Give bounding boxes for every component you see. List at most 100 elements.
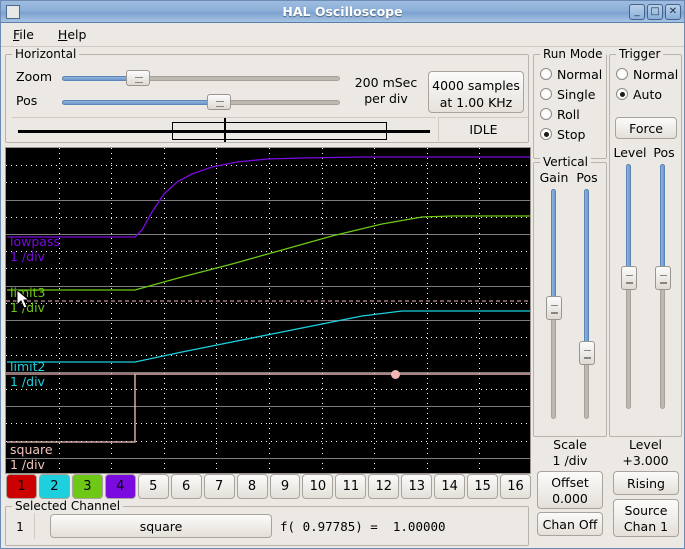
horizontal-panel: Horizontal Zoom Pos 200 mSec per div 400… (5, 47, 529, 143)
grid-hline (6, 337, 530, 338)
trigger-option-normal[interactable]: Normal (610, 64, 681, 84)
tpos-fill (660, 164, 665, 278)
offset-button[interactable]: Offset 0.000 (537, 471, 603, 509)
run-mode-option-normal[interactable]: Normal (534, 64, 606, 84)
tlevel-thumb[interactable] (621, 265, 637, 290)
zoom-slider[interactable] (62, 69, 340, 87)
trace-label-name: limit2 (10, 359, 46, 374)
channel-button-label: 1 (17, 479, 26, 494)
position-bar-viewport[interactable] (172, 122, 387, 140)
channel-button-15[interactable]: 15 (467, 474, 499, 499)
trigger-panel: Trigger Normal Auto Force Level Pos (609, 47, 682, 437)
zoom-row: Zoom (16, 69, 60, 84)
vertical-scale-readout: Scale 1 /div (533, 437, 607, 469)
tpos-thumb[interactable] (655, 265, 671, 290)
trigger-source-line2: Chan 1 (623, 519, 669, 534)
channel-button-8[interactable]: 8 (236, 474, 268, 499)
selected-channel-panel: Selected Channel 1 square f( 0.97785) = … (5, 499, 529, 546)
channel-button-label: 11 (342, 479, 360, 494)
trigger-level-title: Level (629, 437, 662, 452)
channel-button-label: 10 (309, 479, 327, 494)
trace-label-units: 1 /div (10, 249, 45, 264)
channel-button-label: 3 (83, 479, 92, 494)
menu-help-rest: elp (67, 27, 87, 42)
channel-button-label: 4 (116, 479, 125, 494)
run-mode-label-normal: Normal (557, 66, 603, 82)
trigger-source-button[interactable]: Source Chan 1 (613, 499, 679, 537)
value-expression-readout: f( 0.97785) = 1.00000 (280, 519, 446, 534)
trigger-pos-slider[interactable] (654, 164, 672, 409)
radio-icon[interactable] (540, 128, 552, 140)
close-button[interactable]: ✕ (665, 3, 681, 20)
maximize-button[interactable]: □ (647, 3, 663, 20)
hpos-slider-thumb[interactable] (206, 94, 231, 110)
selected-channel-index: 1 (16, 519, 24, 534)
grid-hline (6, 441, 530, 442)
radio-icon[interactable] (616, 68, 628, 80)
zoom-slider-thumb[interactable] (125, 70, 150, 86)
channel-button-1[interactable]: 1 (6, 474, 37, 499)
grid-hline (6, 165, 530, 166)
trace-label-limit3[interactable]: limit3 1 /div (10, 285, 45, 315)
channel-button-7[interactable]: 7 (203, 474, 235, 499)
window-icon (6, 4, 20, 19)
channel-button-9[interactable]: 9 (269, 474, 301, 499)
channel-button-5[interactable]: 5 (137, 474, 169, 499)
vertical-panel: Vertical Gain Pos (533, 155, 607, 437)
grid-vline (59, 148, 60, 473)
trace-label-units: 1 /div (10, 457, 45, 472)
vertical-gain-caption: Gain (539, 170, 569, 185)
minimize-button[interactable]: _ (629, 3, 645, 20)
grid-hline (6, 423, 530, 424)
vertical-pos-slider[interactable] (578, 189, 596, 419)
channel-button-10[interactable]: 10 (302, 474, 334, 499)
channel-button-16[interactable]: 16 (500, 474, 531, 499)
selected-signal-button[interactable]: square (50, 514, 272, 538)
trigger-option-auto[interactable]: Auto (610, 84, 681, 104)
samples-line2: at 1.00 KHz (439, 95, 513, 110)
radio-icon[interactable] (540, 108, 552, 120)
radio-icon[interactable] (540, 68, 552, 80)
channel-button-12[interactable]: 12 (368, 474, 400, 499)
channel-button-3[interactable]: 3 (71, 474, 103, 499)
horizontal-pos-slider[interactable] (62, 93, 340, 111)
grid-hline (6, 268, 530, 269)
channel-button-6[interactable]: 6 (170, 474, 202, 499)
channel-button-label: 14 (441, 479, 458, 494)
trace-label-lowpass[interactable]: lowpass 1 /div (10, 234, 60, 264)
run-mode-option-stop[interactable]: Stop (534, 124, 606, 144)
trigger-level-value: +3.000 (622, 453, 669, 468)
grid-vline (374, 148, 375, 473)
vgain-thumb[interactable] (546, 296, 562, 321)
channel-button-4[interactable]: 4 (104, 474, 136, 499)
chan-off-button[interactable]: Chan Off (537, 512, 603, 536)
channel-button-11[interactable]: 11 (335, 474, 367, 499)
channel-button-13[interactable]: 13 (401, 474, 433, 499)
grid-band-separator (6, 286, 530, 287)
trigger-marker-dot[interactable] (391, 370, 400, 379)
vertical-gain-slider[interactable] (545, 189, 563, 419)
channel-button-row: 1 2 3 4 5 6 7 8 9 10 11 12 13 14 15 16 (6, 474, 531, 501)
trace-label-name: square (10, 442, 53, 457)
radio-icon[interactable] (540, 88, 552, 100)
vpos-thumb[interactable] (579, 341, 595, 366)
trace-label-limit2[interactable]: limit2 1 /div (10, 359, 45, 389)
radio-icon[interactable] (616, 88, 628, 100)
run-mode-option-roll[interactable]: Roll (534, 104, 606, 124)
sample-rate-button[interactable]: 4000 samples at 1.00 KHz (428, 71, 524, 113)
run-mode-option-single[interactable]: Single (534, 84, 606, 104)
grid-hline (6, 303, 530, 304)
trigger-level-caption: Level (613, 145, 647, 160)
scope-display[interactable]: lowpass 1 /div limit3 1 /div limit2 1 /div squ… (5, 147, 531, 474)
trigger-edge-button[interactable]: Rising (613, 471, 679, 495)
channel-button-2[interactable]: 2 (38, 474, 70, 499)
horizontal-position-bar[interactable] (12, 117, 436, 142)
trace-label-square[interactable]: square 1 /div (10, 442, 53, 472)
menu-help[interactable]: Help (57, 27, 87, 42)
menu-file[interactable]: File (13, 27, 34, 42)
channel-button-14[interactable]: 14 (434, 474, 466, 499)
grid-vline (216, 148, 217, 473)
trigger-level-slider[interactable] (620, 164, 638, 409)
grid-band-separator (6, 234, 530, 235)
force-trigger-button[interactable]: Force (615, 117, 677, 139)
